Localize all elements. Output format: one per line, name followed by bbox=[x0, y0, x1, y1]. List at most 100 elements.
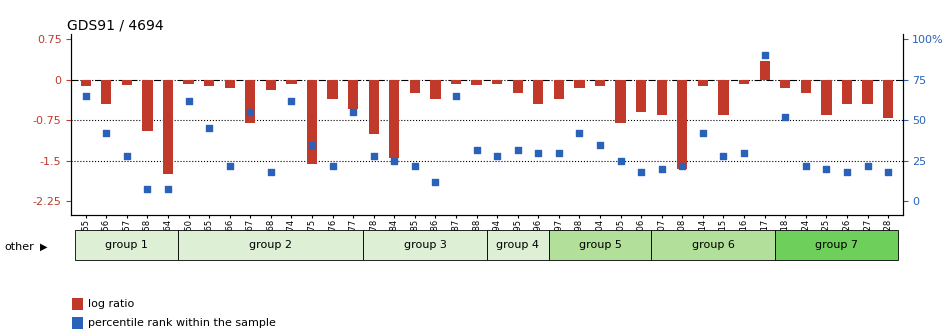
Text: GDS91 / 4694: GDS91 / 4694 bbox=[67, 18, 163, 33]
Bar bbox=[328, 80, 337, 98]
Bar bbox=[369, 80, 379, 134]
Bar bbox=[390, 80, 399, 158]
Bar bbox=[430, 80, 441, 98]
Point bbox=[778, 114, 793, 120]
Bar bbox=[548, 230, 652, 260]
Bar bbox=[801, 80, 811, 93]
Point bbox=[551, 150, 566, 156]
Bar bbox=[513, 80, 522, 93]
Bar bbox=[364, 230, 486, 260]
Point bbox=[263, 170, 278, 175]
Point bbox=[284, 98, 299, 103]
Point bbox=[366, 153, 381, 159]
Text: group 1: group 1 bbox=[105, 240, 148, 250]
Bar bbox=[759, 61, 770, 80]
Text: other: other bbox=[5, 242, 34, 252]
Bar bbox=[81, 80, 91, 86]
Bar bbox=[72, 317, 83, 329]
Text: group 5: group 5 bbox=[579, 240, 621, 250]
Bar bbox=[636, 80, 646, 112]
Bar bbox=[775, 230, 899, 260]
Point bbox=[757, 52, 772, 58]
Bar bbox=[656, 80, 667, 115]
Point bbox=[593, 142, 608, 147]
Point bbox=[860, 163, 875, 168]
Text: group 3: group 3 bbox=[404, 240, 446, 250]
Bar bbox=[486, 230, 548, 260]
Point bbox=[489, 153, 504, 159]
Point bbox=[346, 110, 361, 115]
Bar bbox=[204, 80, 215, 86]
Text: group 7: group 7 bbox=[815, 240, 858, 250]
Text: group 2: group 2 bbox=[249, 240, 293, 250]
Bar bbox=[821, 80, 831, 115]
Point bbox=[78, 93, 93, 98]
Bar bbox=[718, 80, 729, 115]
Point bbox=[304, 142, 319, 147]
Bar bbox=[652, 230, 775, 260]
Point bbox=[840, 170, 855, 175]
Bar bbox=[245, 80, 256, 123]
Point bbox=[655, 166, 670, 172]
Point bbox=[634, 170, 649, 175]
Point bbox=[99, 131, 114, 136]
Point bbox=[819, 166, 834, 172]
Bar bbox=[677, 80, 688, 169]
Point bbox=[325, 163, 340, 168]
Bar bbox=[697, 80, 708, 86]
Bar bbox=[307, 80, 317, 164]
Bar bbox=[595, 80, 605, 86]
Point bbox=[161, 186, 176, 191]
Point bbox=[798, 163, 813, 168]
Bar bbox=[842, 80, 852, 104]
Point bbox=[408, 163, 423, 168]
Bar bbox=[286, 80, 296, 84]
Bar bbox=[451, 80, 461, 84]
Bar bbox=[533, 80, 543, 104]
Text: percentile rank within the sample: percentile rank within the sample bbox=[88, 318, 276, 328]
Point bbox=[716, 153, 732, 159]
Bar bbox=[739, 80, 750, 84]
Bar bbox=[863, 80, 873, 104]
Point bbox=[242, 110, 257, 115]
Bar bbox=[75, 230, 179, 260]
Point bbox=[510, 147, 525, 152]
Bar bbox=[179, 230, 364, 260]
Point bbox=[387, 158, 402, 164]
Point bbox=[180, 98, 196, 103]
Bar bbox=[348, 80, 358, 110]
Bar bbox=[554, 80, 564, 98]
Bar bbox=[122, 80, 132, 85]
Point bbox=[531, 150, 546, 156]
Bar bbox=[883, 80, 893, 118]
Point bbox=[572, 131, 587, 136]
Bar bbox=[101, 80, 111, 104]
Bar bbox=[409, 80, 420, 93]
Bar bbox=[575, 80, 584, 88]
Bar bbox=[224, 80, 235, 88]
Point bbox=[222, 163, 238, 168]
Bar bbox=[183, 80, 194, 84]
Point bbox=[119, 153, 134, 159]
Point bbox=[613, 158, 628, 164]
Point bbox=[140, 186, 155, 191]
Bar bbox=[780, 80, 790, 88]
Bar bbox=[142, 80, 153, 131]
Text: ▶: ▶ bbox=[40, 242, 48, 252]
Bar bbox=[72, 298, 83, 310]
Bar bbox=[492, 80, 503, 84]
Point bbox=[674, 163, 690, 168]
Point bbox=[428, 179, 443, 185]
Bar bbox=[616, 80, 626, 123]
Point bbox=[881, 170, 896, 175]
Point bbox=[469, 147, 484, 152]
Point bbox=[201, 126, 217, 131]
Text: group 6: group 6 bbox=[692, 240, 734, 250]
Text: log ratio: log ratio bbox=[88, 299, 135, 309]
Point bbox=[736, 150, 751, 156]
Point bbox=[695, 131, 711, 136]
Text: group 4: group 4 bbox=[496, 240, 540, 250]
Bar bbox=[266, 80, 276, 90]
Point bbox=[448, 93, 464, 98]
Bar bbox=[162, 80, 173, 174]
